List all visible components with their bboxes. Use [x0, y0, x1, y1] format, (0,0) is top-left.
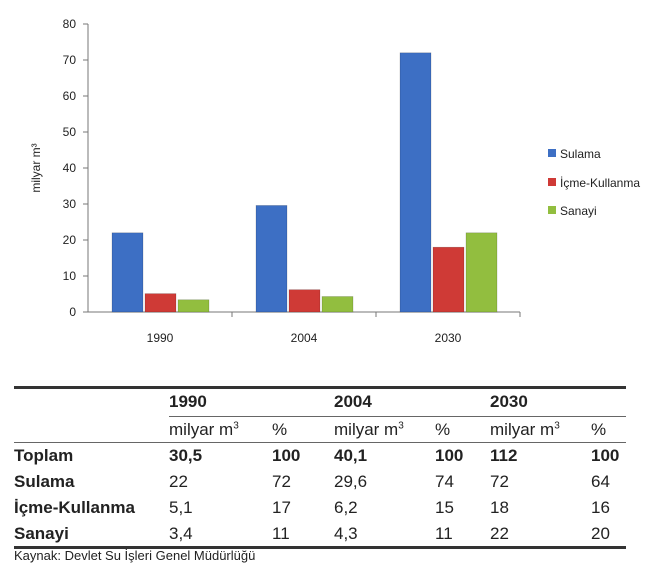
y-tick-label: 10	[63, 269, 77, 283]
table-cell: 30,5	[169, 446, 203, 465]
y-tick-label: 60	[63, 89, 77, 103]
row-label: Sulama	[14, 472, 75, 491]
pct-header-2030: %	[591, 420, 607, 439]
table-cell: 22	[169, 472, 188, 491]
table-cell: 15	[435, 498, 454, 517]
bar-i-me-kullanma-2030	[432, 246, 465, 313]
header-divider	[169, 416, 626, 417]
table-cell: 29,6	[334, 472, 368, 491]
year-header-1990: 1990	[169, 392, 207, 411]
bar-sulama-2030	[399, 52, 432, 313]
row-label: Toplam	[14, 446, 74, 465]
table-cell: 112	[490, 446, 518, 465]
table-cell: 11	[272, 524, 290, 543]
source-note: Kaynak: Devlet Su İşleri Genel Müdürlüğü	[14, 548, 256, 563]
table-cell: 40,1	[334, 446, 368, 465]
table-cell: 4,3	[334, 524, 358, 543]
y-axis-label: milyar m³	[29, 143, 43, 192]
x-tick-label: 2004	[291, 331, 318, 345]
bar-i-me-kullanma-2004	[288, 289, 321, 313]
x-tick-label: 1990	[147, 331, 174, 345]
table-cell: 100	[435, 446, 464, 465]
table-cell: 6,2	[334, 498, 358, 517]
unit-header-1990: milyar m3	[169, 420, 239, 439]
table-cell: 72	[272, 472, 291, 491]
bar-i-me-kullanma-1990	[144, 293, 177, 313]
table-cell: 5,1	[169, 498, 193, 517]
table-cell: 22	[490, 524, 509, 543]
unit-divider	[14, 442, 626, 443]
table-cell: 100	[272, 446, 301, 465]
y-tick-label: 20	[63, 233, 77, 247]
table-cell: 72	[490, 472, 509, 491]
row-label: Sanayi	[14, 524, 69, 543]
row-label: İçme-Kullanma	[14, 498, 135, 517]
bar-sanayi-1990	[177, 299, 210, 313]
year-header-2004: 2004	[334, 392, 372, 411]
legend-label: Sanayi	[560, 204, 597, 218]
y-tick-label: 70	[63, 53, 77, 67]
bar-sanayi-2030	[465, 232, 498, 313]
bar-sulama-2004	[255, 205, 288, 313]
pct-header-2004: %	[435, 420, 451, 439]
table-cell: 64	[591, 472, 610, 491]
unit-header-2030: milyar m3	[490, 420, 560, 439]
legend-label: İçme-Kullanma	[560, 176, 640, 190]
table-bottom-rule	[14, 546, 626, 549]
legend-swatch	[548, 178, 556, 186]
legend-swatch	[548, 206, 556, 214]
table-cell: 74	[435, 472, 454, 491]
bar-sulama-1990	[111, 232, 144, 313]
table-cell: 17	[272, 498, 291, 517]
table-top-rule	[14, 386, 626, 389]
y-tick-label: 50	[63, 125, 77, 139]
table-cell: 18	[490, 498, 509, 517]
year-header-2030: 2030	[490, 392, 528, 411]
x-tick-label: 2030	[435, 331, 462, 345]
table-cell: 3,4	[169, 524, 193, 543]
legend-label: Sulama	[560, 147, 601, 161]
y-tick-label: 80	[63, 17, 77, 31]
table-cell: 11	[435, 524, 453, 543]
y-tick-label: 30	[63, 197, 77, 211]
y-tick-label: 40	[63, 161, 77, 175]
bar-sanayi-2004	[321, 296, 354, 313]
pct-header-1990: %	[272, 420, 288, 439]
unit-header-2004: milyar m3	[334, 420, 404, 439]
table-cell: 100	[591, 446, 620, 465]
table-cell: 20	[591, 524, 610, 543]
table-cell: 16	[591, 498, 610, 517]
legend-swatch	[548, 149, 556, 157]
y-tick-label: 0	[69, 305, 76, 319]
